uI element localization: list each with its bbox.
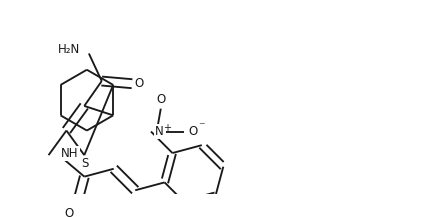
Text: H₂N: H₂N <box>58 43 80 56</box>
Text: O: O <box>156 93 165 106</box>
Text: ⁻: ⁻ <box>198 121 204 134</box>
Text: N: N <box>155 125 163 138</box>
Text: O: O <box>188 125 197 138</box>
Text: NH: NH <box>61 147 79 160</box>
Text: O: O <box>65 207 74 217</box>
Text: O: O <box>135 77 144 90</box>
Text: S: S <box>82 157 89 170</box>
Text: +: + <box>163 123 170 133</box>
